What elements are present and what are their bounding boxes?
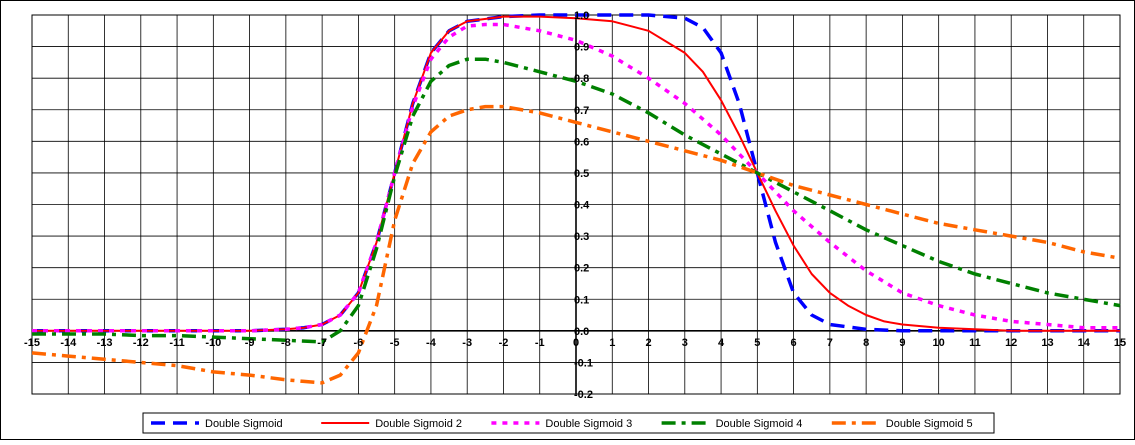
x-tick-label: -5 xyxy=(390,337,400,349)
y-tick-label: 0.9 xyxy=(574,42,589,54)
series-line-1 xyxy=(32,13,1120,333)
x-tick-label: -15 xyxy=(24,337,40,349)
x-tick-label: 4 xyxy=(718,337,725,349)
legend-label-2: Double Sigmoid 2 xyxy=(375,418,462,430)
x-tick-label: -6 xyxy=(354,337,364,349)
y-tick-label: -0.1 xyxy=(574,357,593,369)
tick-labels: -15 -14 -13 -12 -11 -10 -9 -8 -7 -6 -5 -4 -3 -2 -1 0 1 2 3… xyxy=(24,10,1126,401)
legend-label-3: Double Sigmoid 3 xyxy=(545,418,632,430)
x-tick-label: 12 xyxy=(1005,337,1017,349)
x-tick-label: 2 xyxy=(645,337,651,349)
legend-box xyxy=(142,412,995,434)
x-tick-label: 0 xyxy=(573,337,579,349)
x-tick-label: 14 xyxy=(1078,337,1091,349)
legend: Double Sigmoid Double Sigmoid 2 Double Sig… xyxy=(142,412,995,434)
x-tick-label: -12 xyxy=(133,337,149,349)
y-tick-label: 0.1 xyxy=(574,294,589,306)
x-tick-label: -4 xyxy=(426,337,437,349)
y-tick-label: 1.0 xyxy=(574,10,589,22)
x-tick-label: -7 xyxy=(317,337,327,349)
x-tick-label: 11 xyxy=(969,337,981,349)
x-tick-label: 7 xyxy=(827,337,833,349)
x-tick-label: 3 xyxy=(682,337,688,349)
x-tick-label: 15 xyxy=(1114,337,1126,349)
series-line-4 xyxy=(32,57,1121,344)
x-tick-label: -9 xyxy=(245,337,255,349)
x-tick-label: 10 xyxy=(933,337,945,349)
series-line-5 xyxy=(31,104,1121,385)
x-tick-label: -11 xyxy=(169,337,184,349)
x-tick-label: 8 xyxy=(863,337,869,349)
x-tick-label: 6 xyxy=(791,337,797,349)
x-tick-label: -13 xyxy=(97,337,113,349)
x-tick-label: -2 xyxy=(499,337,509,349)
x-tick-label: -14 xyxy=(60,337,77,349)
x-tick-label: -8 xyxy=(281,337,291,349)
x-tick-label: 1 xyxy=(609,337,615,349)
y-tick-label: 0.2 xyxy=(574,263,589,275)
y-tick-label: -0.2 xyxy=(574,389,593,401)
x-tick-label: 9 xyxy=(899,337,905,349)
series-line-2 xyxy=(32,15,1120,332)
series-line-3 xyxy=(32,22,1120,333)
x-tick-label: 13 xyxy=(1041,337,1053,349)
x-tick-label: -3 xyxy=(462,337,472,349)
y-tick-label: 0.3 xyxy=(574,231,589,243)
x-tick-label: -10 xyxy=(205,337,221,349)
legend-label-4: Double Sigmoid 4 xyxy=(716,418,803,430)
y-tick-label: 0.4 xyxy=(574,200,590,212)
legend-label-1: Double Sigmoid xyxy=(205,418,283,430)
x-tick-label: 5 xyxy=(754,337,760,349)
series-group xyxy=(31,13,1121,385)
x-tick-label: -1 xyxy=(535,337,545,349)
y-tick-label: 0.8 xyxy=(574,73,589,85)
y-tick-label: 0.6 xyxy=(574,136,589,148)
y-tick-label: 0.0 xyxy=(574,326,589,338)
y-tick-label: 0.5 xyxy=(574,168,589,180)
legend-label-5: Double Sigmoid 5 xyxy=(886,418,973,430)
y-tick-label: 0.7 xyxy=(574,105,589,117)
